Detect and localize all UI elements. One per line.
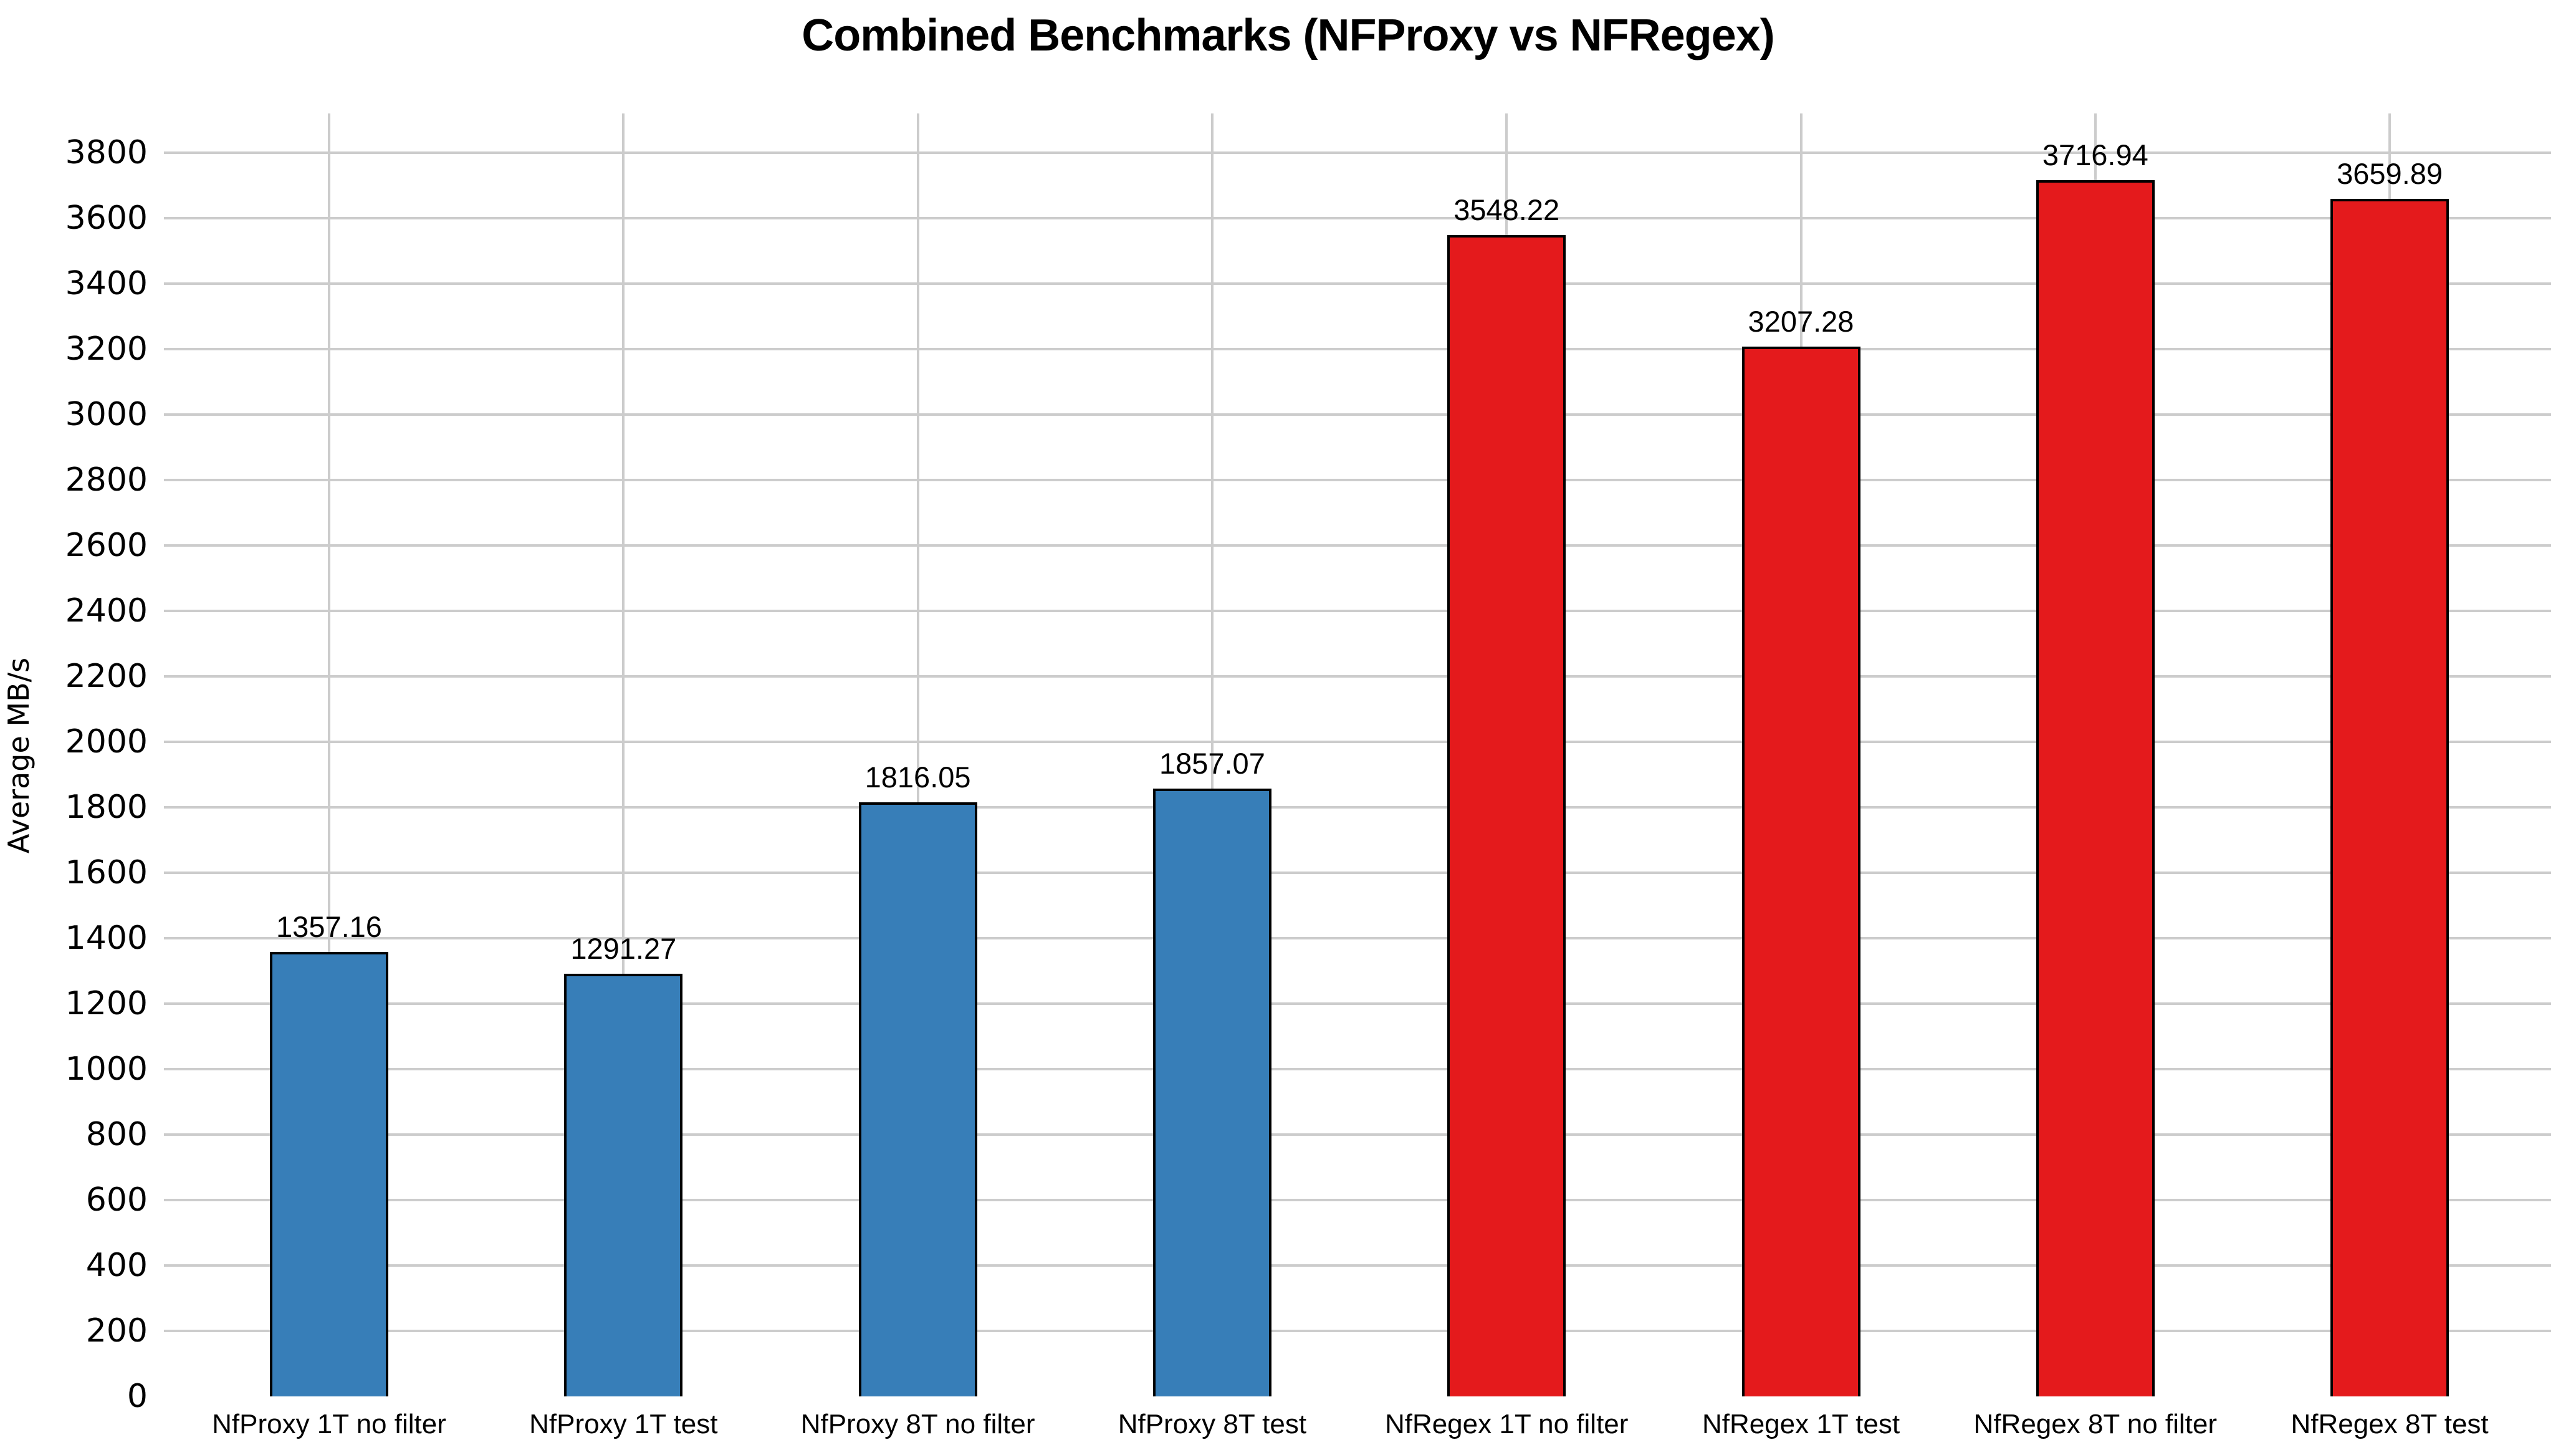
h-gridline-3000 bbox=[164, 413, 2551, 416]
bar-nfregex-1t-test bbox=[1741, 347, 1860, 1396]
x-tick-label-nfregex-8t-test: NfRegex 8T test bbox=[2291, 1409, 2489, 1439]
y-tick-label-3200: 3200 bbox=[65, 330, 148, 368]
y-tick-label-1600: 1600 bbox=[65, 854, 148, 891]
plot-area bbox=[164, 113, 2551, 1396]
y-tick-label-800: 800 bbox=[85, 1116, 148, 1153]
h-gridline-1400 bbox=[164, 937, 2551, 939]
x-tick-label-nfproxy-8t-test: NfProxy 8T test bbox=[1118, 1409, 1307, 1439]
bar-value-label-nfproxy-1t-test: 1291.27 bbox=[570, 932, 677, 966]
y-tick-label-3600: 3600 bbox=[65, 199, 148, 237]
bar-nfproxy-8t-no-filter bbox=[858, 802, 977, 1396]
h-gridline-400 bbox=[164, 1264, 2551, 1267]
bar-value-label-nfproxy-8t-test: 1857.07 bbox=[1159, 747, 1265, 780]
bar-value-label-nfproxy-8t-no-filter: 1816.05 bbox=[864, 760, 971, 794]
bar-nfproxy-1t-test bbox=[564, 974, 683, 1396]
h-gridline-2000 bbox=[164, 741, 2551, 743]
v-gridline-nfproxy-8t-test bbox=[1210, 113, 1214, 1396]
h-gridline-800 bbox=[164, 1133, 2551, 1136]
h-gridline-600 bbox=[164, 1199, 2551, 1201]
h-gridline-3800 bbox=[164, 151, 2551, 154]
y-tick-label-2400: 2400 bbox=[65, 592, 148, 630]
y-tick-label-400: 400 bbox=[85, 1247, 148, 1284]
y-tick-label-2800: 2800 bbox=[65, 461, 148, 499]
h-gridline-3200 bbox=[164, 348, 2551, 350]
y-tick-label-3000: 3000 bbox=[65, 396, 148, 433]
y-tick-label-1800: 1800 bbox=[65, 789, 148, 826]
bar-value-label-nfregex-8t-test: 3659.89 bbox=[2337, 156, 2443, 190]
h-gridline-1800 bbox=[164, 806, 2551, 809]
h-gridline-2400 bbox=[164, 610, 2551, 612]
bar-value-label-nfregex-1t-test: 3207.28 bbox=[1748, 305, 1854, 339]
x-tick-label-nfproxy-1t-no-filter: NfProxy 1T no filter bbox=[212, 1409, 446, 1439]
bar-nfregex-8t-no-filter bbox=[2036, 180, 2155, 1396]
bar-nfproxy-1t-no-filter bbox=[270, 952, 388, 1396]
y-tick-label-1400: 1400 bbox=[65, 920, 148, 957]
h-gridline-1600 bbox=[164, 872, 2551, 874]
v-gridline-nfproxy-1t-no-filter bbox=[328, 113, 330, 1396]
h-gridline-200 bbox=[164, 1330, 2551, 1332]
v-gridline-nfproxy-1t-test bbox=[622, 113, 625, 1396]
y-tick-label-2600: 2600 bbox=[65, 527, 148, 564]
y-tick-label-3400: 3400 bbox=[65, 265, 148, 302]
h-gridline-3600 bbox=[164, 217, 2551, 219]
y-tick-label-1200: 1200 bbox=[65, 985, 148, 1022]
v-gridline-nfproxy-8t-no-filter bbox=[916, 113, 919, 1396]
h-gridline-1200 bbox=[164, 1002, 2551, 1005]
h-gridline-2600 bbox=[164, 544, 2551, 547]
bar-value-label-nfregex-8t-no-filter: 3716.94 bbox=[2042, 138, 2148, 171]
x-tick-label-nfproxy-1t-test: NfProxy 1T test bbox=[529, 1409, 718, 1439]
h-gridline-1000 bbox=[164, 1068, 2551, 1070]
y-tick-label-600: 600 bbox=[85, 1181, 148, 1219]
h-gridline-2800 bbox=[164, 479, 2551, 481]
h-gridline-3400 bbox=[164, 282, 2551, 285]
y-tick-label-0: 0 bbox=[127, 1378, 148, 1415]
y-tick-label-200: 200 bbox=[85, 1312, 148, 1350]
bar-value-label-nfregex-1t-no-filter: 3548.22 bbox=[1453, 193, 1560, 227]
y-tick-label-2000: 2000 bbox=[65, 723, 148, 761]
bar-nfregex-1t-no-filter bbox=[1447, 235, 1566, 1396]
y-tick-label-3800: 3800 bbox=[65, 134, 148, 171]
h-gridline-2200 bbox=[164, 675, 2551, 678]
x-tick-label-nfregex-1t-test: NfRegex 1T test bbox=[1702, 1409, 1900, 1439]
chart-title: Combined Benchmarks (NFProxy vs NFRegex) bbox=[802, 11, 1774, 60]
bar-nfproxy-8t-test bbox=[1152, 789, 1271, 1396]
x-tick-label-nfproxy-8t-no-filter: NfProxy 8T no filter bbox=[800, 1409, 1035, 1439]
bar-value-label-nfproxy-1t-no-filter: 1357.16 bbox=[276, 910, 382, 944]
x-tick-label-nfregex-1t-no-filter: NfRegex 1T no filter bbox=[1384, 1409, 1629, 1439]
y-tick-label-2200: 2200 bbox=[65, 658, 148, 695]
y-tick-label-1000: 1000 bbox=[65, 1050, 148, 1088]
x-tick-label-nfregex-8t-no-filter: NfRegex 8T no filter bbox=[1973, 1409, 2218, 1439]
bar-nfregex-8t-test bbox=[2330, 198, 2449, 1396]
